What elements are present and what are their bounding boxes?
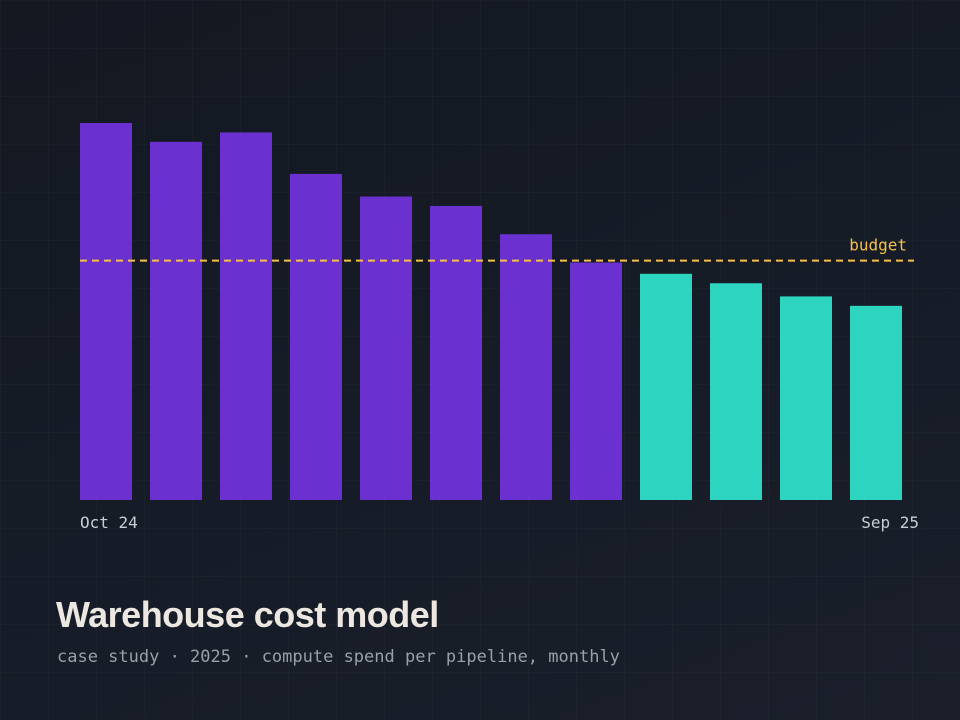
bar-apr-25 — [500, 234, 552, 500]
bar-sep-25 — [850, 305, 902, 500]
bar-dec-24 — [220, 132, 272, 501]
bar-may-25 — [570, 262, 622, 500]
chart-subtitle: case study · 2025 · compute spend per pi… — [57, 647, 620, 667]
bar-jul-25 — [710, 283, 762, 500]
chart-title: Warehouse cost model — [56, 594, 439, 635]
x-tick-label-start: Oct 24 — [80, 513, 138, 532]
bar-aug-25 — [780, 296, 832, 500]
bar-oct-24 — [80, 123, 132, 500]
bar-jun-25 — [640, 273, 692, 500]
bar-nov-24 — [150, 141, 202, 500]
bars-group — [80, 123, 902, 501]
bar-chart: budget Oct 24 Sep 25 — [80, 123, 919, 532]
bar-feb-25 — [360, 196, 412, 500]
x-tick-label-end: Sep 25 — [861, 513, 919, 532]
bar-mar-25 — [430, 205, 482, 500]
budget-label: budget — [849, 236, 907, 255]
bar-jan-25 — [290, 173, 342, 500]
